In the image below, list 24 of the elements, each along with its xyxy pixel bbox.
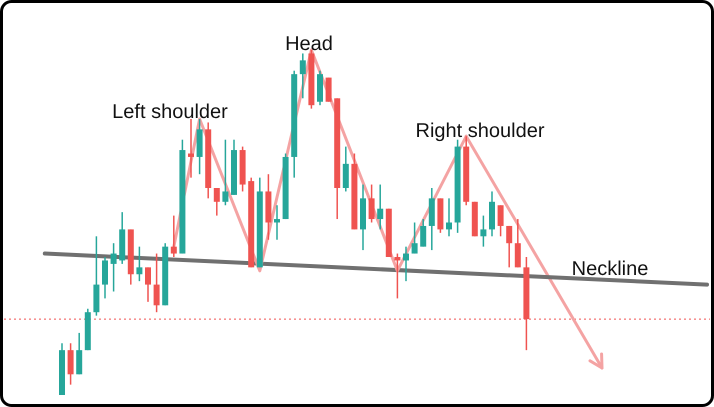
- candlestick: [506, 225, 512, 268]
- candlestick: [377, 184, 384, 230]
- candlestick: [170, 214, 177, 258]
- candlestick: [403, 246, 409, 282]
- candlestick: [498, 204, 504, 238]
- candlestick: [480, 214, 486, 248]
- annotation: Right shoulder: [416, 120, 545, 142]
- annotation: Left shoulder: [112, 101, 228, 123]
- annotation: Neckline: [572, 258, 648, 280]
- candlestick: [274, 204, 280, 240]
- candlestick: [412, 222, 418, 254]
- candlestick: [154, 252, 160, 313]
- candlestick: [394, 252, 400, 300]
- candlestick: [188, 118, 194, 178]
- candlestick: [368, 184, 375, 224]
- candlestick: [214, 187, 220, 216]
- candlestick: [110, 242, 117, 292]
- candlestick: [136, 246, 142, 282]
- annotation: Head: [285, 33, 333, 55]
- candlestick: [300, 52, 306, 100]
- candlestick: [145, 266, 151, 303]
- candlestick: [446, 198, 452, 238]
- candlestick: [420, 218, 426, 248]
- candlestick: [222, 138, 228, 206]
